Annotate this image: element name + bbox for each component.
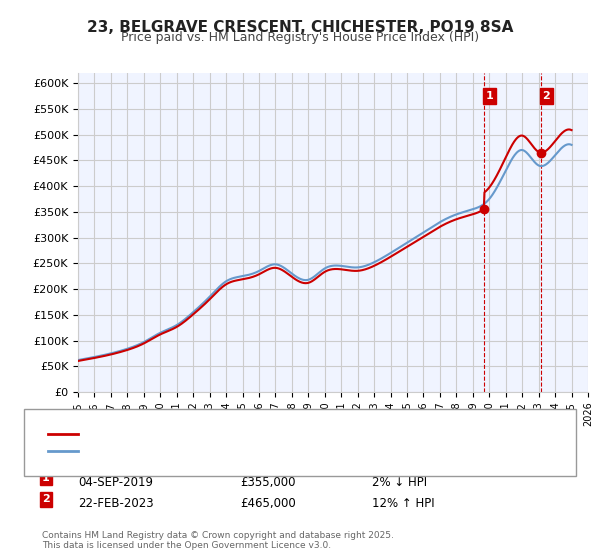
Text: 23, BELGRAVE CRESCENT, CHICHESTER, PO19 8SA (semi-detached house): 23, BELGRAVE CRESCENT, CHICHESTER, PO19 …	[81, 429, 469, 439]
Text: 1: 1	[485, 91, 493, 101]
Text: 2: 2	[542, 91, 550, 101]
Text: 2: 2	[42, 494, 50, 505]
Text: Contains HM Land Registry data © Crown copyright and database right 2025.
This d: Contains HM Land Registry data © Crown c…	[42, 530, 394, 550]
Text: HPI: Average price, semi-detached house, Chichester: HPI: Average price, semi-detached house,…	[81, 446, 359, 456]
Text: 04-SEP-2019: 04-SEP-2019	[78, 476, 153, 489]
Text: 12% ↑ HPI: 12% ↑ HPI	[372, 497, 434, 510]
Text: £465,000: £465,000	[240, 497, 296, 510]
Text: 22-FEB-2023: 22-FEB-2023	[78, 497, 154, 510]
Text: 1: 1	[42, 473, 50, 483]
Text: 2% ↓ HPI: 2% ↓ HPI	[372, 476, 427, 489]
Text: 23, BELGRAVE CRESCENT, CHICHESTER, PO19 8SA: 23, BELGRAVE CRESCENT, CHICHESTER, PO19 …	[87, 20, 513, 35]
Text: £355,000: £355,000	[240, 476, 296, 489]
Text: Price paid vs. HM Land Registry's House Price Index (HPI): Price paid vs. HM Land Registry's House …	[121, 31, 479, 44]
